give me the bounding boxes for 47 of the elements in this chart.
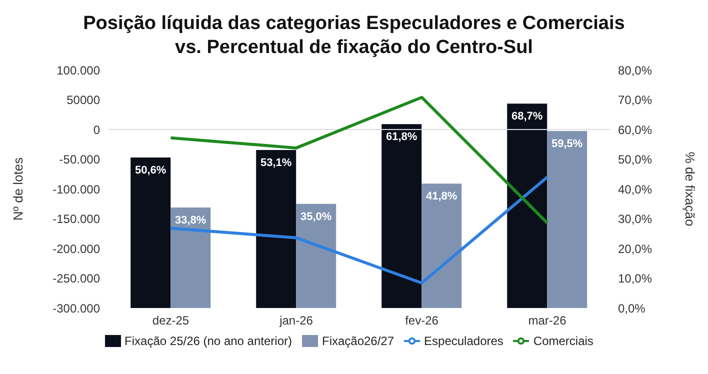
legend-label: Comerciais (533, 334, 594, 348)
y2-tick-label: 30,0% (618, 212, 652, 226)
bar (296, 204, 336, 308)
bar (256, 150, 296, 308)
bar (507, 104, 548, 308)
y2-tick-label: 40,0% (618, 182, 652, 196)
y2-tick-label: 70,0% (618, 93, 652, 108)
data-label: 35,0% (300, 210, 332, 223)
y-tick-label: -100.000 (52, 182, 100, 196)
y-tick-label: -200.000 (52, 242, 100, 256)
y-tick-label: -250.000 (52, 272, 100, 286)
legend-label: Fixação 25/26 (no ano anterior) (124, 334, 292, 348)
line-series (169, 176, 549, 285)
x-tick-label: dez-25 (152, 314, 190, 328)
data-label: 59,5% (551, 138, 583, 150)
y-tick-label: 0 (93, 122, 100, 137)
y2-tick-label: 50,0% (618, 152, 652, 167)
y-tick-label: 50000 (66, 93, 100, 108)
bar (170, 207, 211, 308)
bar (382, 124, 422, 308)
bar (547, 130, 588, 308)
y-axis-title: Nº de lotes (10, 156, 26, 221)
y-tick-label: -300.000 (52, 301, 100, 316)
data-label: 33,8% (174, 214, 206, 226)
x-tick-label: mar-26 (528, 314, 567, 328)
line-series (169, 96, 549, 224)
y-tick-label: -50.000 (59, 152, 100, 167)
x-tick-label: jan-26 (278, 314, 314, 328)
data-label: 61,8% (386, 131, 418, 144)
bar (422, 184, 462, 308)
y-tick-label: -150.000 (52, 212, 100, 226)
y2-tick-label: 10,0% (618, 272, 652, 286)
y2-tick-label: 60,0% (618, 122, 652, 137)
bar (130, 157, 171, 308)
data-label: 53,1% (260, 157, 292, 170)
y2-tick-label: 80,0% (618, 63, 652, 78)
legend-label: Fixação26/27 (322, 334, 394, 348)
data-label: 50,6% (134, 164, 166, 176)
legend-label: Especuladores (424, 334, 504, 348)
data-label: 41,8% (426, 190, 458, 203)
y2-tick-label: 0,0% (618, 301, 646, 316)
y2-axis-title: % de fixação (682, 152, 698, 226)
y-tick-label: 100.000 (56, 63, 100, 78)
y2-tick-label: 20,0% (618, 242, 652, 256)
x-tick-label: fev-26 (405, 314, 439, 328)
chart-title: Posição líquida das categorias Especuladores e Comerciais vs. Percentual de fixação do Centro-Sul (82, 12, 626, 60)
data-label: 68,7% (511, 110, 543, 123)
